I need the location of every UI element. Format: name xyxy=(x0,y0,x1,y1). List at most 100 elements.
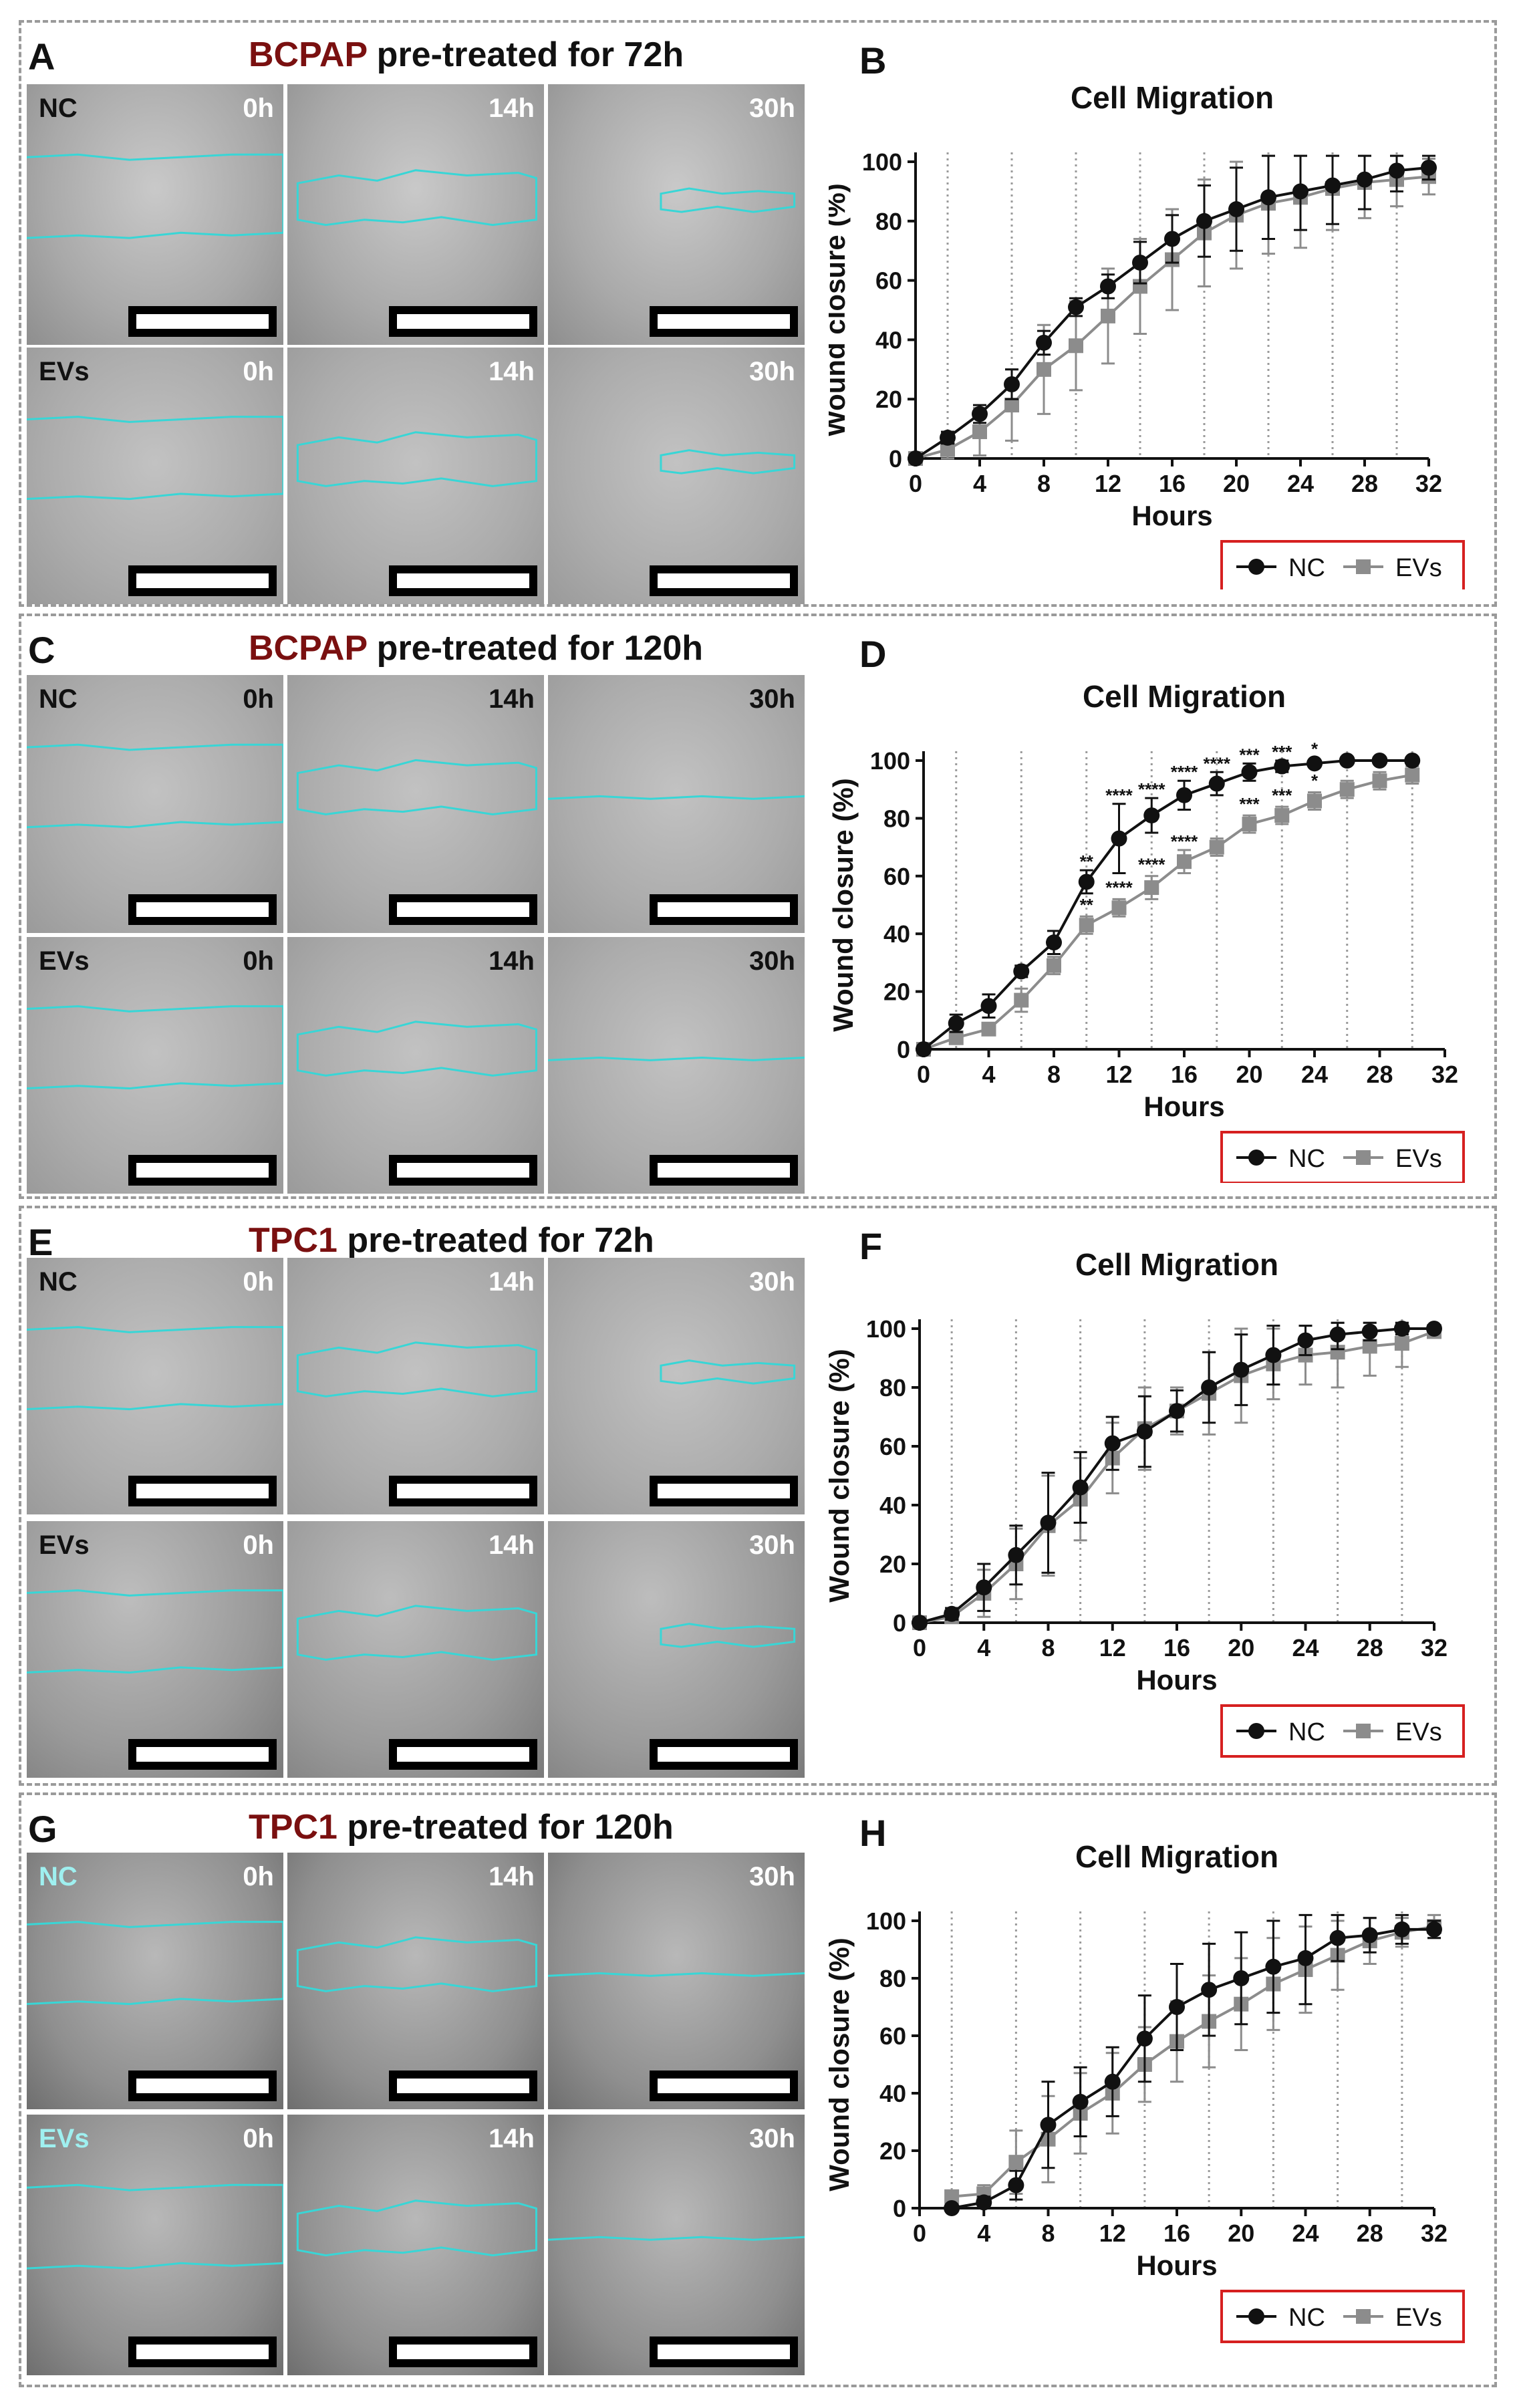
micrograph-texture xyxy=(548,1258,805,1514)
wound-outline xyxy=(27,1258,283,1514)
nc-data-point xyxy=(940,429,956,446)
evs-data-point xyxy=(1307,793,1322,809)
y-tick-label: 40 xyxy=(879,2080,906,2107)
time-label: 0h xyxy=(243,2124,274,2153)
x-tick-label: 32 xyxy=(1421,1634,1448,1661)
time-label: 0h xyxy=(243,684,274,714)
nc-data-point xyxy=(1169,1403,1185,1420)
legend-evs-label: EVs xyxy=(1395,554,1442,582)
micrograph-texture xyxy=(27,1258,283,1514)
y-tick-label: 0 xyxy=(897,1036,910,1063)
evs-data-point xyxy=(1339,782,1355,797)
x-axis-label: Hours xyxy=(1136,1664,1217,1696)
scale-bar xyxy=(128,1476,277,1506)
nc-data-point xyxy=(1421,159,1437,176)
x-tick-label: 20 xyxy=(1236,1061,1262,1088)
micrograph-texture xyxy=(548,937,805,1194)
significance-label: **** xyxy=(1204,753,1231,773)
x-tick-label: 32 xyxy=(1415,470,1442,497)
wound-outline xyxy=(548,1853,805,2109)
nc-data-point xyxy=(1339,753,1355,769)
time-label: 14h xyxy=(489,946,535,976)
time-label: 14h xyxy=(489,1267,535,1297)
scale-bar xyxy=(389,2336,537,2367)
time-label: 30h xyxy=(749,2124,795,2153)
panel-letter-h: H xyxy=(859,1812,887,1854)
x-tick-label: 12 xyxy=(1099,1634,1126,1661)
evs-data-point xyxy=(1014,992,1029,1008)
wound-outline xyxy=(548,937,805,1194)
micrograph-texture xyxy=(548,1853,805,2109)
nc-data-point xyxy=(1008,2177,1024,2193)
nc-data-point xyxy=(980,998,997,1015)
wound-outline xyxy=(287,675,544,933)
evs-data-point xyxy=(1111,900,1127,916)
micrograph-nc-0h: NC 0h xyxy=(27,675,283,933)
nc-data-point xyxy=(1329,1326,1346,1343)
legend-nc-marker xyxy=(1248,1150,1264,1166)
nc-data-point xyxy=(1389,162,1405,179)
condition-label: NC xyxy=(39,94,78,123)
micrograph-nc-14h: 14h xyxy=(287,84,544,345)
y-tick-label: 60 xyxy=(879,2022,906,2050)
wound-outline xyxy=(27,84,283,345)
wound-outline xyxy=(287,84,544,345)
scale-bar xyxy=(650,306,798,337)
legend-nc-label: NC xyxy=(1288,554,1325,582)
nc-data-point xyxy=(948,1015,964,1032)
nc-data-point xyxy=(912,1615,928,1631)
y-tick-label: 40 xyxy=(879,1492,906,1519)
y-tick-label: 80 xyxy=(879,1374,906,1401)
evs-data-point xyxy=(1405,767,1420,783)
x-tick-label: 8 xyxy=(1041,1634,1055,1661)
nc-data-point xyxy=(944,1605,960,1622)
time-label: 30h xyxy=(749,357,795,386)
scale-bar xyxy=(650,894,798,925)
significance-label: **** xyxy=(1105,785,1133,805)
nc-data-point xyxy=(1132,254,1148,271)
legend-evs-label: EVs xyxy=(1395,2304,1442,2332)
cell-line-name: BCPAP xyxy=(249,629,368,668)
x-tick-label: 4 xyxy=(973,470,986,497)
micrograph-nc-30h: 30h xyxy=(548,1853,805,2109)
cell-line-name: TPC1 xyxy=(249,1808,337,1847)
micrograph-texture xyxy=(287,1853,544,2109)
y-tick-label: 60 xyxy=(879,1433,906,1460)
wound-outline xyxy=(27,348,283,604)
evs-data-point xyxy=(1037,362,1051,377)
legend-nc-marker xyxy=(1248,1723,1264,1739)
y-tick-label: 20 xyxy=(879,2137,906,2165)
y-tick-label: 80 xyxy=(879,1965,906,1992)
time-label: 0h xyxy=(243,1862,274,1891)
micrograph-nc-30h: 30h xyxy=(548,84,805,345)
micrograph-texture xyxy=(287,675,544,933)
chart-title: Cell Migration xyxy=(1071,80,1274,115)
evs-data-point xyxy=(1362,1339,1377,1354)
y-tick-label: 60 xyxy=(875,267,902,295)
condition-label: NC xyxy=(39,1862,78,1891)
evs-data-point xyxy=(1144,880,1159,896)
y-tick-label: 40 xyxy=(883,920,910,948)
y-tick-label: 0 xyxy=(889,445,902,473)
scale-bar xyxy=(128,894,277,925)
x-tick-label: 24 xyxy=(1301,1061,1328,1088)
evs-series-line xyxy=(923,773,1413,1051)
legend-evs-marker xyxy=(1356,1724,1371,1738)
nc-data-point xyxy=(1111,830,1127,847)
treatment-text: pre-treated for 72h xyxy=(337,1221,654,1260)
nc-data-point xyxy=(1241,764,1258,781)
panel-letter-d: D xyxy=(859,633,887,675)
micrograph-texture xyxy=(287,1258,544,1514)
legend-evs-label: EVs xyxy=(1395,1145,1442,1173)
condition-label: EVs xyxy=(39,1530,90,1560)
micrograph-evs-30h: 30h xyxy=(548,2115,805,2375)
nc-data-point xyxy=(1329,1929,1346,1946)
nc-data-point xyxy=(1233,1361,1250,1378)
micrograph-evs-0h: EVs 0h xyxy=(27,1521,283,1778)
condition-label: NC xyxy=(39,684,78,714)
micrograph-evs-14h: 14h xyxy=(287,937,544,1194)
time-label: 14h xyxy=(489,94,535,123)
wound-outline xyxy=(27,937,283,1194)
x-tick-label: 8 xyxy=(1037,470,1051,497)
nc-data-point xyxy=(944,2200,960,2216)
